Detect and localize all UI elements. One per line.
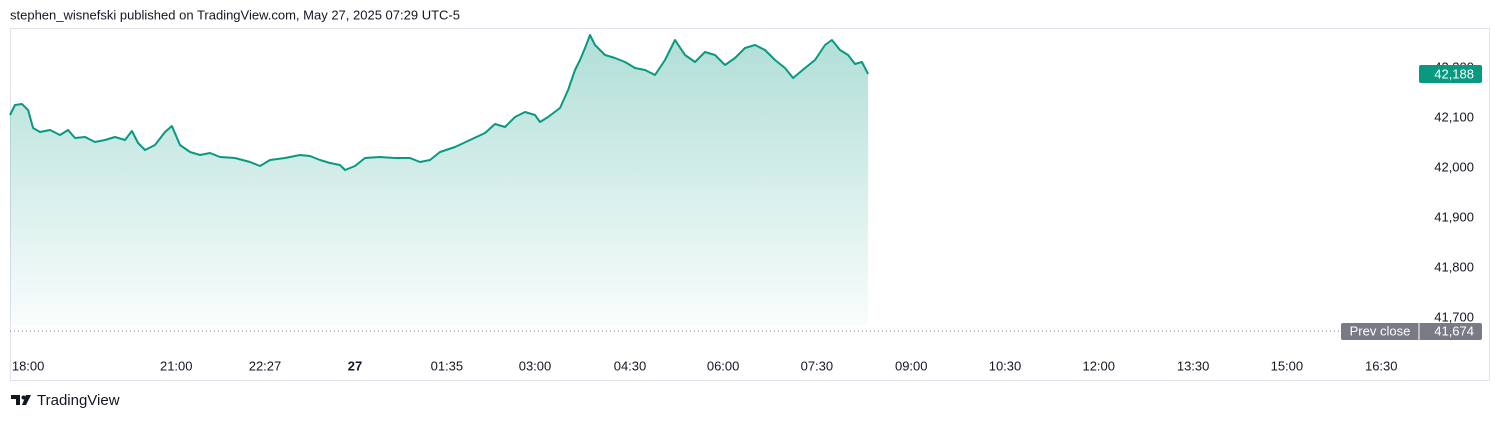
brand: TradingView <box>37 392 120 409</box>
x-tick-label: 18:00 <box>12 358 45 373</box>
x-tick-label: 27 <box>348 358 362 373</box>
x-tick-label: 12:00 <box>1082 358 1115 373</box>
prev-close-badge <box>1341 323 1482 340</box>
x-tick-label: 15:00 <box>1271 358 1304 373</box>
logo <box>11 395 31 405</box>
x-tick-label: 09:00 <box>895 358 928 373</box>
x-tick-label: 10:30 <box>989 358 1022 373</box>
x-tick-label: 06:00 <box>707 358 740 373</box>
header: stephen_wisnefski published on TradingVi… <box>10 7 460 22</box>
y-tick-label: 42,100 <box>1434 109 1474 124</box>
x-tick-label: 16:30 <box>1365 358 1398 373</box>
prev-close-label: Prev close <box>1350 323 1411 338</box>
prev-close-value: 41,674 <box>1434 323 1474 338</box>
x-tick-label: 22:27 <box>249 358 282 373</box>
y-tick-label: 42,000 <box>1434 159 1474 174</box>
y-tick-label: 41,800 <box>1434 259 1474 274</box>
x-tick-label: 04:30 <box>614 358 647 373</box>
price-line <box>9 34 869 171</box>
y-tick-label: 41,700 <box>1434 309 1474 324</box>
last-price-badge <box>1419 65 1482 83</box>
x-tick-label: 07:30 <box>801 358 834 373</box>
y-tick-label: 41,900 <box>1434 209 1474 224</box>
x-tick-label: 03:00 <box>519 358 552 373</box>
x-tick-label: 21:00 <box>160 358 193 373</box>
x-tick-label: 01:35 <box>431 358 464 373</box>
x-tick-label: 13:30 <box>1177 358 1210 373</box>
last-price-label: 42,188 <box>1434 66 1474 81</box>
area-fill <box>10 35 869 326</box>
